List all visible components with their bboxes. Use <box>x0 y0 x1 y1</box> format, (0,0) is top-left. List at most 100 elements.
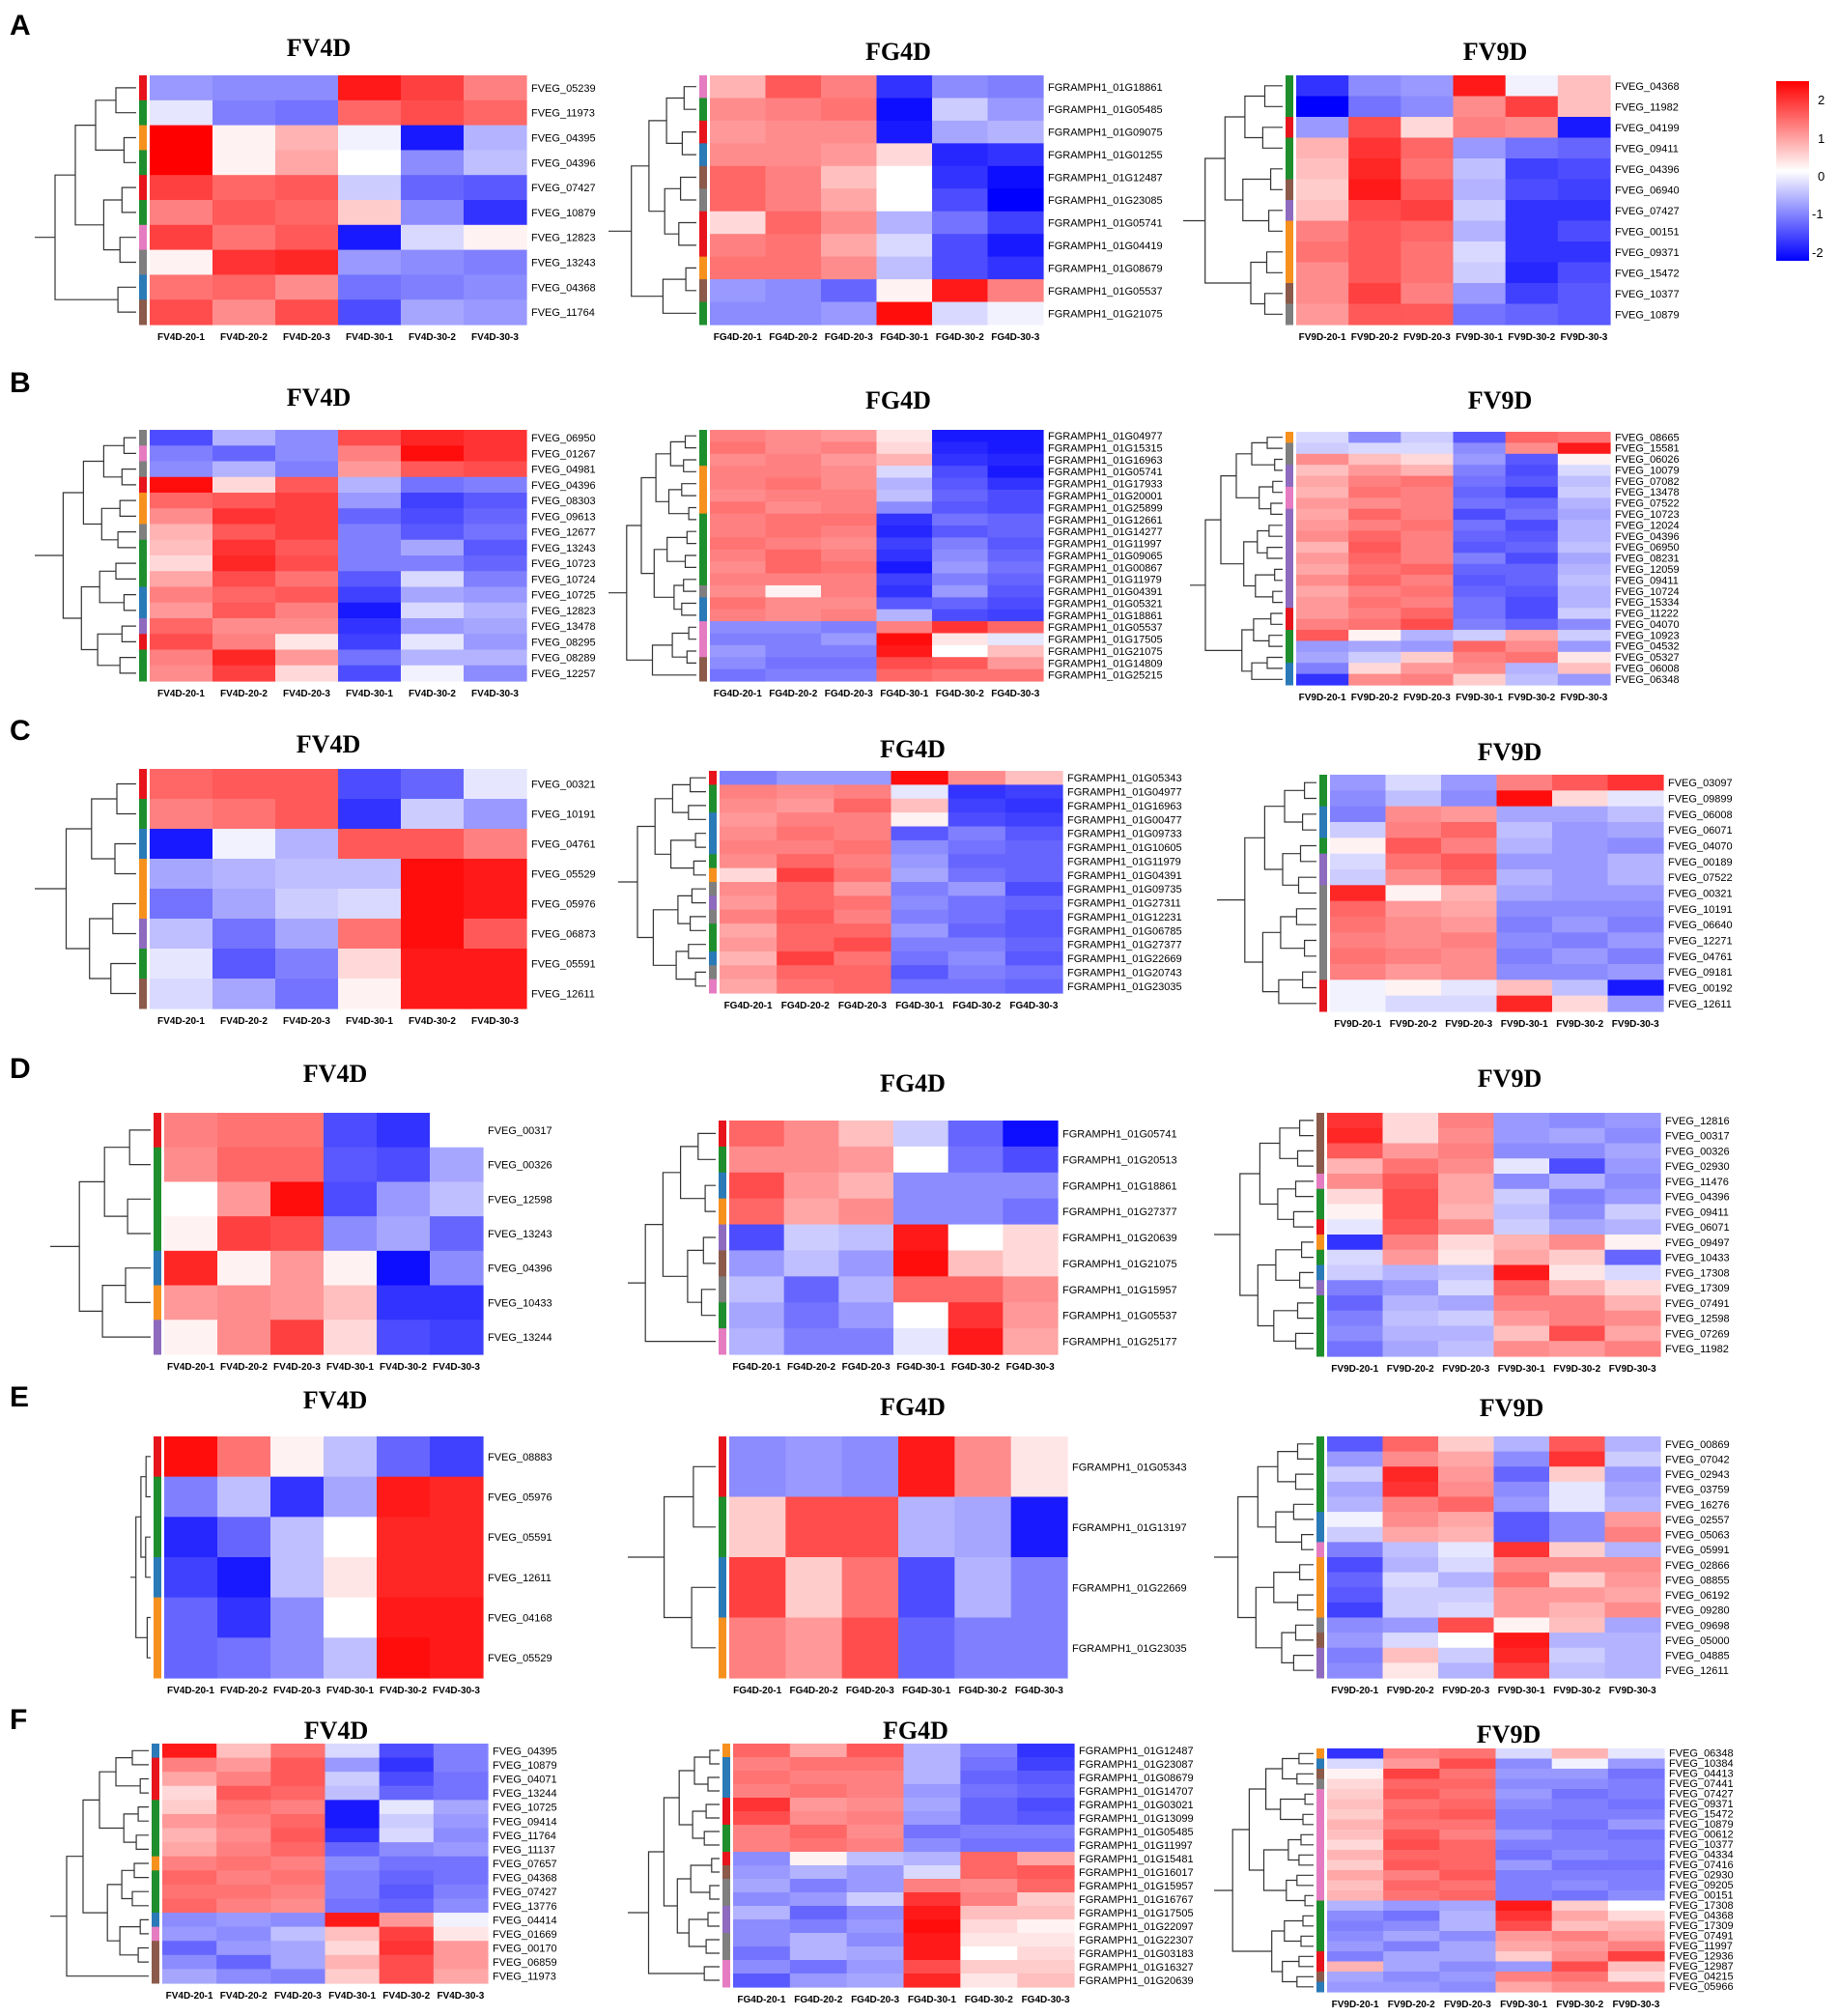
heatmap-cell <box>162 1926 217 1942</box>
row-dendrogram <box>618 777 706 987</box>
heatmap-cell <box>212 493 276 509</box>
row-label: FVEG_07491 <box>1669 1931 1734 1943</box>
heatmap-cell <box>710 549 767 562</box>
heatmap-cell <box>777 798 835 813</box>
row-group-marker <box>139 634 147 650</box>
row-group-marker <box>152 1757 159 1773</box>
heatmap-cell <box>1296 663 1349 675</box>
heatmap-cell <box>903 1784 961 1799</box>
row-group-marker <box>722 1946 730 1961</box>
row-group-marker <box>1316 1769 1324 1779</box>
heatmap-cell <box>1400 283 1455 305</box>
heatmap-cell <box>325 1800 381 1815</box>
heatmap-cell <box>338 175 402 201</box>
row-label: FGRAMPH1_01G12487 <box>1048 173 1163 185</box>
heatmap-cell <box>1382 1341 1439 1357</box>
heatmap-cell <box>1383 1850 1440 1861</box>
heatmap-cell <box>1327 1850 1384 1861</box>
heatmap-cell <box>212 175 276 201</box>
heatmap-cell <box>1607 1809 1665 1821</box>
heatmap-cell <box>1607 1972 1665 1983</box>
heatmap-cell <box>1327 1972 1384 1983</box>
heatmap-cell <box>1549 1310 1606 1327</box>
heatmap-cell <box>275 175 339 201</box>
heatmap-cell <box>464 75 527 101</box>
row-label: FGRAMPH1_01G21075 <box>1062 1259 1177 1270</box>
row-group-marker <box>1316 1819 1324 1831</box>
heatmap-title: FG4D <box>880 1069 946 1097</box>
row-group-marker <box>1316 1951 1324 1962</box>
row-group-marker <box>699 211 707 235</box>
heatmap-cell <box>1017 1757 1075 1772</box>
heatmap-b-fv9d: FV9DFVEG_08665FVEG_15581FVEG_06026FVEG_1… <box>1190 386 1680 703</box>
heatmap-cell <box>876 256 933 280</box>
row-label: FVEG_07522 <box>1615 498 1680 510</box>
heatmap-cell <box>1438 1617 1495 1633</box>
heatmap-cell <box>1330 900 1387 918</box>
heatmap-cell <box>464 649 527 667</box>
row-group-marker <box>1286 585 1293 598</box>
row-group-marker <box>139 150 147 176</box>
heatmap-cell <box>1495 1809 1553 1821</box>
row-label: FVEG_12059 <box>1615 564 1680 576</box>
heatmap-cell <box>1557 618 1611 631</box>
heatmap-cell <box>893 1224 949 1252</box>
heatmap-cell <box>275 889 339 920</box>
heatmap-cell <box>324 1285 378 1320</box>
heatmap-e-fg4d: FG4DFGRAMPH1_01G05343FGRAMPH1_01G13197FG… <box>628 1393 1187 1696</box>
column-label: FV9D-30-3 <box>1612 1019 1659 1030</box>
row-label: FVEG_04396 <box>1615 531 1680 543</box>
heatmap-cell <box>765 279 822 303</box>
heatmap-cell <box>821 501 878 515</box>
heatmap-cell <box>1296 640 1349 653</box>
row-group-marker <box>139 493 147 509</box>
row-label: FVEG_11973 <box>493 1972 556 1983</box>
heatmap-cell <box>464 665 527 682</box>
heatmap-cell <box>150 99 213 127</box>
row-group-marker <box>139 274 147 300</box>
row-group-marker <box>1316 1900 1324 1912</box>
row-label: FVEG_08295 <box>531 637 596 648</box>
heatmap-cell <box>765 657 822 670</box>
heatmap-cell <box>401 175 465 201</box>
heatmap-cell <box>821 644 878 658</box>
heatmap-cell <box>1004 979 1063 994</box>
heatmap-cell <box>1549 1219 1606 1235</box>
heatmap-cell <box>932 466 989 479</box>
row-label: FVEG_10725 <box>531 590 596 602</box>
heatmap-cell <box>1453 530 1507 543</box>
row-group-marker <box>154 1181 161 1217</box>
heatmap-cell <box>1495 1839 1553 1851</box>
heatmap-cell <box>464 859 527 890</box>
heatmap-cell <box>1439 1748 1497 1760</box>
heatmap-cell <box>846 1744 905 1758</box>
row-label: FVEG_04368 <box>493 1873 557 1885</box>
row-label: FVEG_06873 <box>531 929 596 941</box>
heatmap-cell <box>338 602 402 619</box>
heatmap-cell <box>1330 822 1387 838</box>
heatmap-cell <box>1552 822 1609 838</box>
column-label: FV9D-30-2 <box>1556 2000 1603 2010</box>
heatmap-cell <box>765 165 822 189</box>
heatmap-cell <box>401 949 465 980</box>
heatmap-cell <box>275 125 339 151</box>
heatmap-cell <box>1505 303 1559 326</box>
heatmap-cell <box>1348 630 1401 642</box>
heatmap-cell <box>821 668 878 682</box>
column-label: FV4D-30-2 <box>382 1991 430 2002</box>
row-group-marker <box>1316 1617 1324 1633</box>
row-group-marker <box>1316 1158 1324 1175</box>
heatmap-cell <box>430 1436 484 1478</box>
row-group-marker <box>1286 465 1293 477</box>
heatmap-cell <box>954 1617 1012 1679</box>
heatmap-cell <box>710 98 767 122</box>
row-group-marker <box>1316 1143 1324 1159</box>
heatmap-cell <box>1505 179 1559 201</box>
row-label: FVEG_12611 <box>531 989 595 1001</box>
heatmap-cell <box>338 75 402 101</box>
row-group-marker <box>1319 900 1327 918</box>
heatmap-cell <box>1495 1900 1553 1912</box>
heatmap-cell <box>1327 1880 1384 1891</box>
heatmap-cell <box>720 909 778 924</box>
heatmap-cell <box>1382 1512 1439 1528</box>
